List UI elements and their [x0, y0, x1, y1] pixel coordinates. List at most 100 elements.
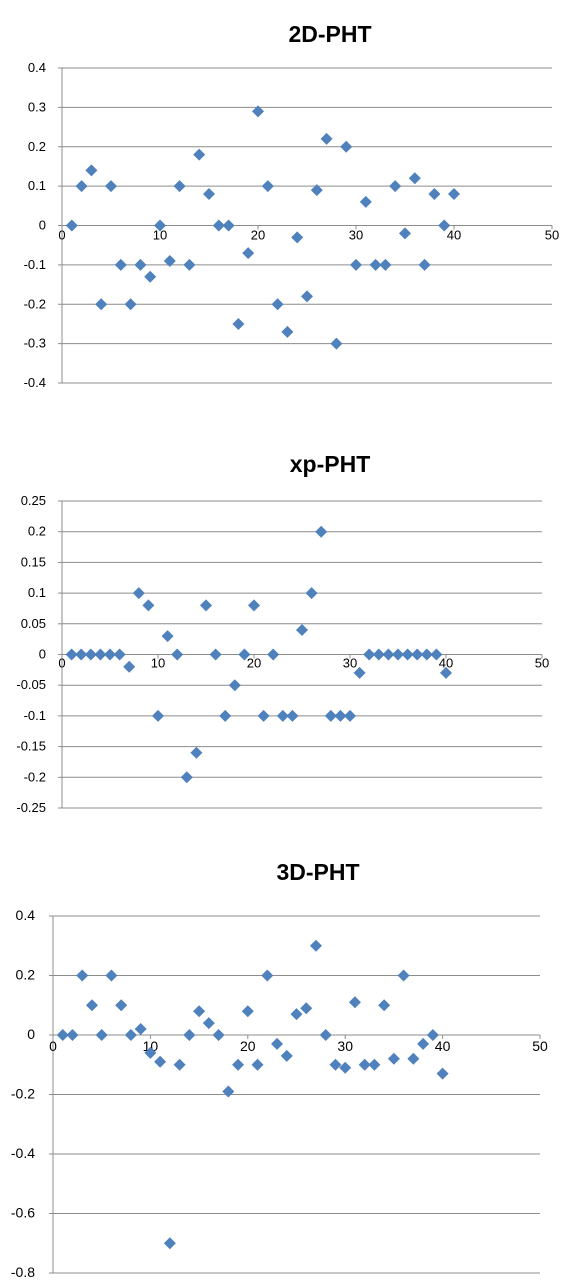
data-point: [315, 525, 328, 538]
data-point: [291, 231, 304, 244]
data-point: [144, 1046, 157, 1059]
y-tick-label: 0: [27, 1026, 35, 1042]
y-tick-label: 0.25: [21, 493, 46, 508]
data-point: [171, 648, 184, 661]
data-point: [248, 599, 260, 612]
data-point: [438, 219, 451, 232]
x-tick-label: 10: [143, 1038, 159, 1054]
chart-2: xp-PHT 0.25 0.2 0.15 0.1 0.05 0 -0.05 -0.1 -0.15 -…: [16, 451, 549, 815]
data-point: [305, 587, 318, 600]
x-tick-label: 50: [545, 228, 559, 243]
data-point: [418, 258, 431, 271]
data-point: [319, 1029, 332, 1041]
data-point: [296, 623, 308, 636]
data-point: [219, 709, 232, 722]
y-tick-label: 0.3: [28, 99, 46, 114]
data-point: [114, 258, 127, 271]
data-point: [350, 258, 362, 271]
data-point: [154, 1055, 167, 1068]
data-point: [142, 599, 155, 612]
data-point: [407, 1052, 420, 1065]
data-point: [320, 132, 333, 145]
data-point: [363, 648, 376, 661]
data-point: [193, 1005, 206, 1018]
data-point: [212, 1029, 225, 1041]
data-point: [261, 969, 274, 982]
data-point: [309, 939, 322, 952]
data-point: [222, 219, 235, 232]
data-point: [392, 648, 404, 661]
data-point: [251, 1058, 264, 1071]
data-point: [124, 298, 137, 311]
data-point: [399, 227, 411, 240]
data-point: [300, 1002, 313, 1015]
data-point: [65, 648, 78, 661]
data-point: [161, 630, 174, 643]
data-point: [209, 648, 222, 661]
data-point: [104, 648, 116, 661]
data-point: [212, 219, 225, 232]
y-tick-label: -0.2: [24, 296, 46, 311]
y-tick-label: -0.2: [11, 1086, 35, 1102]
data-point: [372, 648, 385, 661]
data-point: [75, 180, 88, 193]
y-tick-label: -0.4: [11, 1145, 35, 1161]
y-tick-label: -0.4: [24, 375, 46, 390]
x-tick-label: 20: [251, 228, 265, 243]
x-tick-label: 0: [49, 1038, 57, 1054]
data-point: [271, 1037, 284, 1050]
x-tick-label: 30: [343, 656, 357, 671]
y-tick-label: 0.2: [28, 139, 46, 154]
data-point: [84, 648, 97, 661]
data-point: [448, 188, 460, 200]
data-point: [359, 195, 372, 208]
data-point: [389, 180, 402, 193]
data-point: [301, 290, 313, 303]
data-point: [105, 180, 117, 193]
data-point: [173, 180, 186, 193]
y-tick-label: 0.1: [28, 178, 46, 193]
data-point: [113, 648, 126, 661]
data-point: [190, 746, 203, 759]
data-point: [368, 1058, 381, 1071]
y-tick-label: -0.3: [24, 336, 46, 351]
x-tick-label: 30: [349, 228, 363, 243]
chart-1: 2D-PHT 0.4 0.3 0.2 0.1 0 -0.1 -0.2 -0.3 -0.4 0 10 20…: [24, 21, 560, 390]
data-point: [428, 188, 441, 200]
data-point: [417, 1037, 430, 1050]
data-point: [344, 709, 356, 722]
data-point: [382, 648, 395, 661]
y-tick-label: -0.6: [11, 1205, 35, 1221]
x-tick-label: 40: [439, 656, 453, 671]
x-tick-label: 30: [337, 1038, 353, 1054]
data-point: [257, 709, 270, 722]
data-point: [401, 648, 414, 661]
data-point: [183, 1029, 196, 1041]
data-point: [280, 1049, 293, 1062]
y-tick-label: 0.2: [28, 524, 46, 539]
data-point: [124, 1029, 137, 1041]
x-tick-label: 40: [447, 228, 461, 243]
data-point: [241, 1005, 254, 1018]
data-point: [358, 1058, 371, 1071]
x-tick-label: 10: [153, 228, 167, 243]
data-point: [228, 679, 241, 692]
y-tick-label: 0.4: [16, 907, 36, 923]
data-point: [379, 258, 392, 271]
data-point: [193, 148, 206, 161]
data-point: [94, 648, 107, 661]
data-point: [232, 1058, 245, 1071]
data-point: [154, 219, 166, 232]
chart-title: 3D-PHT: [276, 859, 359, 885]
data-point: [95, 298, 108, 311]
data-point: [183, 258, 196, 271]
data-point: [330, 337, 343, 350]
data-point: [203, 188, 215, 200]
data-point: [420, 648, 433, 661]
x-tick-label: 20: [247, 656, 261, 671]
data-point: [56, 1029, 69, 1041]
data-point: [440, 666, 452, 679]
data-point: [408, 172, 421, 185]
data-point: [144, 270, 157, 283]
